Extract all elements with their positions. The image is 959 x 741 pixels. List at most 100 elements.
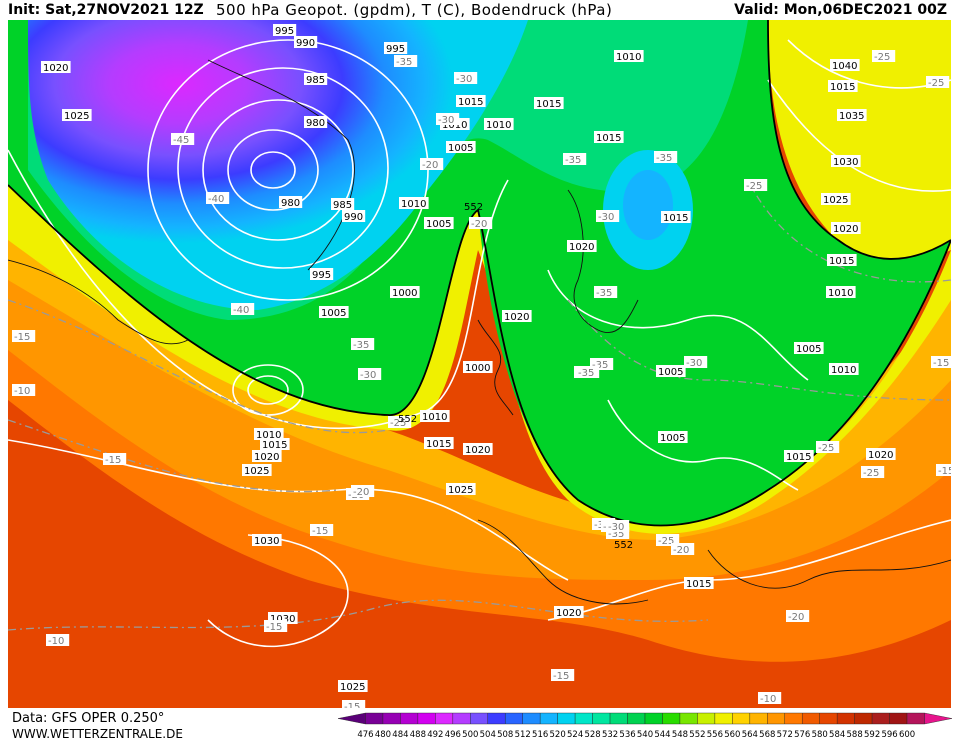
temperature-label-text: -35 [596,288,612,299]
colorbar-tick-label: 484 [392,730,408,740]
pressure-label-box [794,342,824,354]
temperature-label: -15 [342,700,366,708]
temperature-label-text: -25 [928,78,944,89]
colorbar-swatch [889,712,908,725]
isobar [227,129,319,211]
temperature-label: -10 [46,634,70,647]
weather-map: 995 990 985 980 980 985 990 995 1020 1025 1000 1005… [8,20,951,708]
temperature-label: -30 [358,368,382,381]
pressure-label-box [502,310,532,322]
pressure-label: 1015 [827,254,857,267]
temperature-label-box [394,55,418,67]
colorbar-swatch [836,712,855,725]
pressure-label: 995 [384,42,408,55]
pressure-label-box [254,428,284,440]
pressure-label-text: 1030 [254,536,279,547]
colorbar-tick-label: 520 [550,730,566,740]
colorbar-tick-label: 508 [497,730,513,740]
pressure-label-box [304,116,328,128]
pressure-label-text: 1025 [340,682,365,693]
pressure-label: 1015 [534,97,564,110]
pressure-label-text: 1020 [868,450,893,461]
pressure-label-box [463,361,493,373]
pressure-label: 1010 [829,363,859,376]
isobar [247,375,289,405]
pressure-label: 1005 [319,306,349,319]
pressure-label: 1025 [446,483,476,496]
pressure-label-text: 1015 [536,99,561,110]
colorbar-swatch [767,712,785,725]
colorbar-swatch [382,712,401,725]
temperature-label: -10 [12,384,36,397]
pressure-label-text: 1010 [401,199,426,210]
isotherm [8,419,339,493]
temperature-label-box [231,303,255,315]
temperature-label: -30 [454,72,478,85]
pressure-label: 1010 [254,428,284,441]
pressure-label-text: 1000 [392,288,417,299]
pressure-label-text: 1015 [426,439,451,450]
temperature-label-box [861,466,885,478]
colorbar-tick-label: 564 [742,730,758,740]
isotherm [8,299,389,434]
temperature-label-text: -15 [266,622,282,633]
temperature-label-text: -35 [578,368,594,379]
colorbar-tick-label: 552 [689,730,705,740]
pressure-label-text: 1025 [448,485,473,496]
temperature-label-box [46,634,70,646]
pressure-label-box [656,365,686,377]
geopotential-label: 552 [614,540,633,551]
temperature-label-box [744,179,768,191]
temperature-label-text: -35 [608,529,624,540]
pressure-label-box [554,606,584,618]
pressure-label-text: 1015 [663,213,688,224]
pressure-label-box [304,73,328,85]
pressure-label-box [831,222,861,234]
pressure-label: 1025 [62,109,92,122]
temperature-label-box [103,453,127,465]
temperature-label-text: -35 [353,340,369,351]
pressure-label-box [273,24,297,36]
pressure-label-box [828,80,858,92]
colorbar-swatch [924,712,953,725]
colorbar-swatch [644,712,663,725]
pressure-label: 1020 [866,448,896,461]
pressure-label: 995 [273,24,297,37]
cold-core-scandinavia [623,170,673,240]
colorbar-tick-label: 596 [881,730,897,740]
pressure-label: 985 [331,198,355,211]
pressure-label-box [826,286,856,298]
colorbar-tick-label: 500 [462,730,478,740]
pressure-label: 1005 [794,342,824,355]
temperature-label: -15 [936,464,951,477]
temperature-label-text: -30 [360,370,376,381]
pressure-label-text: 1020 [504,312,529,323]
pressure-label-text: 1015 [262,440,287,451]
pressure-label-text: 1015 [829,256,854,267]
pressure-label-text: 1000 [465,363,490,374]
colorbar-tick-label: 476 [357,730,373,740]
colorbar-tick-label: 544 [654,730,670,740]
pressure-label-text: 1040 [832,61,857,72]
pressure-label: 1015 [828,80,858,93]
pressure-label-box [784,450,814,462]
pressure-label-box [837,109,867,121]
pressure-label-text: 1020 [556,608,581,619]
coast-canada [8,259,189,345]
pressure-label-box [390,286,420,298]
temperature-label-text: -15 [14,332,30,343]
temperature-label-box [171,133,195,145]
colorbar-swatch [505,712,523,725]
temperature-label-text: -30 [456,74,472,85]
pressure-label-text: 1005 [660,433,685,444]
coastlines [8,59,951,605]
temperature-label: -25 [926,76,950,89]
pressure-label-text: 1020 [569,242,594,253]
pressure-label: 1000 [390,286,420,299]
colorbar-swatch [452,712,471,725]
temperature-label-box [264,620,288,632]
band-yellow [8,20,951,534]
pressure-label-box [252,534,282,546]
pressure-label-box [658,431,688,443]
temperature-label-text: -25 [874,52,890,63]
